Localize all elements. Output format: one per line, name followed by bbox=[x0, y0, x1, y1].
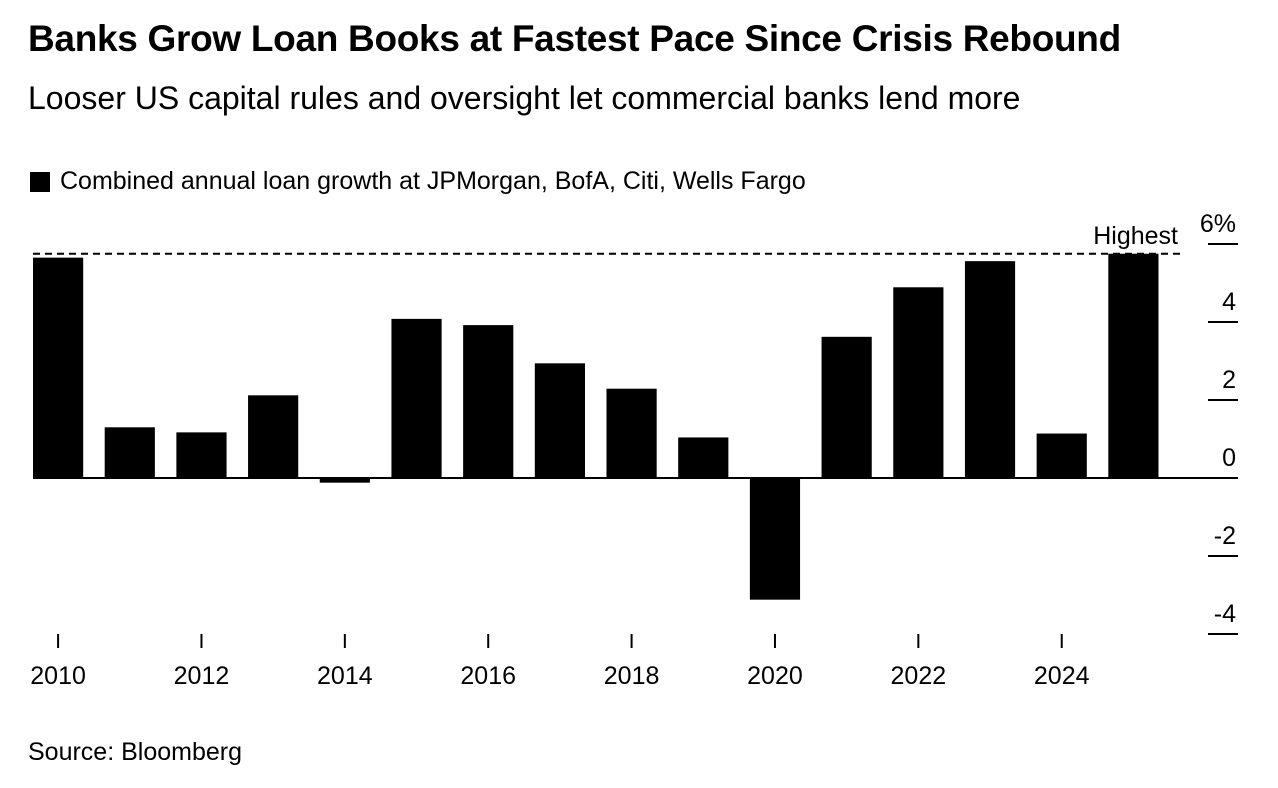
bar-2022 bbox=[893, 287, 944, 478]
x-tick-label-2022: 2022 bbox=[891, 662, 947, 690]
y-axis: 6% 4 2 0 -2 -4 bbox=[1200, 210, 1238, 635]
y-tick-label--4: -4 bbox=[1214, 600, 1236, 628]
x-tick-label-2018: 2018 bbox=[604, 662, 660, 690]
bar-2014 bbox=[319, 478, 370, 483]
y-tick-label-6: 6% bbox=[1200, 210, 1236, 238]
bar-2021 bbox=[821, 336, 872, 478]
legend: Combined annual loan growth at JPMorgan,… bbox=[30, 167, 806, 196]
x-tick-label-2024: 2024 bbox=[1034, 662, 1090, 690]
x-tick-label-2010: 2010 bbox=[30, 662, 86, 690]
bars-layer bbox=[33, 253, 1159, 600]
bar-2015 bbox=[391, 318, 442, 478]
y-tick-label-0: 0 bbox=[1222, 444, 1236, 472]
x-tick-label-2012: 2012 bbox=[174, 662, 230, 690]
chart-title: Banks Grow Loan Books at Fastest Pace Si… bbox=[28, 18, 1121, 59]
source-note: Source: Bloomberg bbox=[28, 738, 243, 766]
chart-subtitle: Looser US capital rules and oversight le… bbox=[28, 80, 1021, 116]
x-axis: 2010 2012 2014 2016 2018 2020 2022 2024 bbox=[30, 634, 1090, 690]
x-tick-label-2020: 2020 bbox=[747, 662, 803, 690]
y-tick-label-4: 4 bbox=[1222, 288, 1236, 316]
bar-2012 bbox=[176, 432, 227, 478]
y-tick-label-2: 2 bbox=[1222, 366, 1236, 394]
bar-2011 bbox=[104, 427, 155, 478]
y-tick-label--2: -2 bbox=[1214, 522, 1236, 550]
legend-swatch bbox=[30, 171, 50, 192]
bar-2023 bbox=[964, 261, 1016, 478]
x-tick-label-2016: 2016 bbox=[460, 662, 516, 690]
bar-2010 bbox=[33, 257, 84, 478]
bar-2017 bbox=[534, 363, 585, 478]
bar-2020 bbox=[749, 478, 801, 600]
bar-2016 bbox=[463, 325, 514, 478]
bar-2019 bbox=[678, 437, 729, 478]
bar-2013 bbox=[248, 395, 299, 478]
legend-label: Combined annual loan growth at JPMorgan,… bbox=[60, 167, 806, 195]
bar-2018 bbox=[606, 388, 657, 478]
x-tick-label-2014: 2014 bbox=[317, 662, 373, 690]
bar-2024 bbox=[1036, 433, 1087, 478]
highest-reference-label: Highest bbox=[1093, 222, 1178, 250]
bar-2025 bbox=[1108, 253, 1159, 478]
